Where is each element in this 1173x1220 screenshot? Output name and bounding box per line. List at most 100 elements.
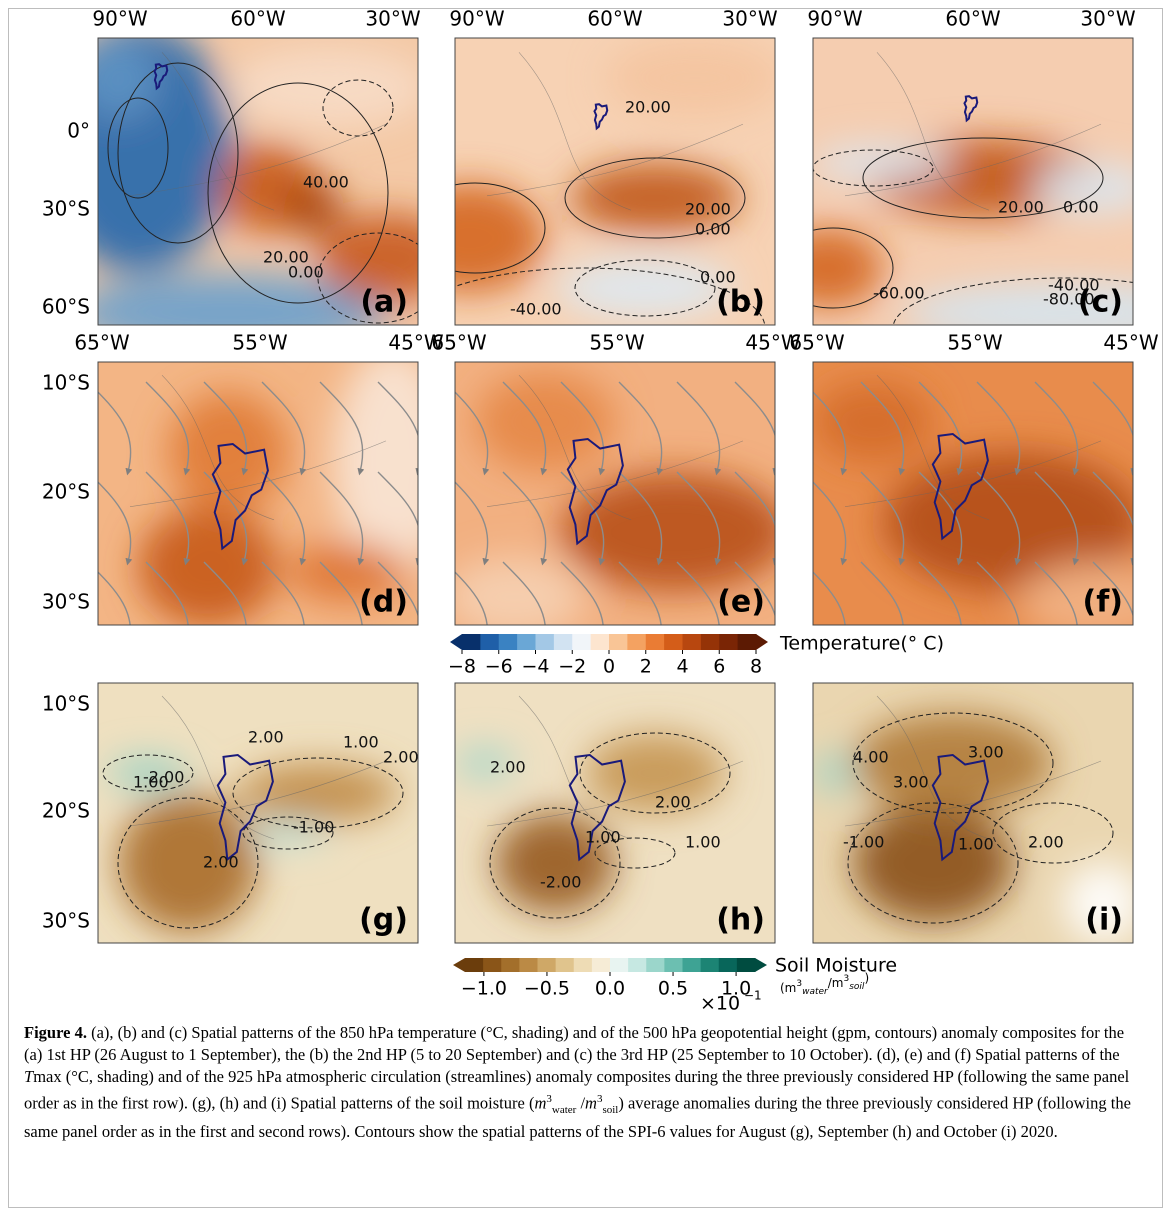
contour-label: 20.00 xyxy=(263,248,309,267)
contour xyxy=(594,837,676,869)
colorbar-swatch xyxy=(517,634,536,650)
shading-blob xyxy=(248,821,328,845)
colorbar-swatch xyxy=(682,634,702,650)
colorbar-swatch xyxy=(590,634,610,650)
contour xyxy=(207,82,389,304)
caption-text: ) average anomalies during the three pre… xyxy=(24,1093,1131,1141)
colorbar-tick-label: 2 xyxy=(640,656,652,678)
contour-label: -2.00 xyxy=(143,768,184,787)
map-panel: 2.00 2.00 1.00 1.00 -2.00 (h) xyxy=(454,682,776,944)
colorbar-tick-label: −4 xyxy=(521,656,549,678)
lon-label: 30°W xyxy=(365,7,420,31)
colorbar-tick-label: 4 xyxy=(676,656,688,678)
colorbar-swatch xyxy=(555,958,575,972)
panel-label: (d) xyxy=(359,585,408,620)
colorbar-swatch xyxy=(537,958,557,972)
colorbar-swatch xyxy=(645,634,665,650)
contour-label: 1.00 xyxy=(133,773,169,792)
caption-math: m xyxy=(534,1093,547,1113)
colorbar-tick-label: −1.0 xyxy=(461,978,507,1000)
panel-label: (g) xyxy=(359,903,408,938)
contour xyxy=(489,807,621,919)
colorbar-swatch xyxy=(572,634,592,650)
country-borders xyxy=(129,52,387,211)
panel-border xyxy=(97,37,419,326)
shading xyxy=(813,138,1133,325)
streamline xyxy=(98,481,133,566)
streamline xyxy=(618,471,664,566)
streamline xyxy=(203,381,249,476)
colorbar-swatch xyxy=(682,958,702,972)
colorbar-swatch xyxy=(498,634,518,650)
caption-math: 3 xyxy=(546,1093,552,1105)
figure: 40.0020.000.00(a)20.0020.000.000.00-40.0… xyxy=(42,7,1159,1015)
contour xyxy=(852,712,1054,814)
colorbar-scale: ×10 xyxy=(700,993,740,1015)
streamline xyxy=(261,471,307,566)
streamline xyxy=(618,381,664,476)
contour-label: 0.00 xyxy=(288,263,324,282)
caption-math: soil xyxy=(602,1103,619,1116)
lon-label: 90°W xyxy=(92,7,147,31)
contour xyxy=(322,79,394,137)
shading-blob xyxy=(455,748,515,778)
caption-text: / xyxy=(576,1093,586,1113)
streamline xyxy=(145,471,191,566)
units-part: 3 xyxy=(844,974,850,984)
country-borders xyxy=(129,695,387,840)
lat-label: 10°S xyxy=(42,371,90,395)
streamline xyxy=(1092,471,1133,566)
shading-blob xyxy=(1018,562,1133,625)
map-panel: 4.00 3.003.00-1.00 1.00 2.00(i) xyxy=(812,682,1134,944)
shading-blob xyxy=(288,542,408,602)
lon-label: 60°W xyxy=(587,7,642,31)
colorbar-swatch xyxy=(480,634,500,650)
units-part: soil xyxy=(849,982,865,992)
colorbar-swatch xyxy=(737,634,757,650)
map-panel: -2.002.001.001.002.00-1.002.00(g) xyxy=(97,682,419,944)
colorbar-tick-label: −2 xyxy=(558,656,586,678)
contour-label: 1.00 xyxy=(685,833,721,852)
shading-blob xyxy=(495,813,615,913)
lat-label: 60°S xyxy=(42,295,90,319)
streamline xyxy=(813,481,848,566)
contour xyxy=(813,149,934,187)
lon-label: 60°W xyxy=(945,7,1000,31)
shading-blob xyxy=(605,38,775,118)
streamline xyxy=(203,471,249,566)
contour xyxy=(564,157,746,239)
map-content xyxy=(455,683,775,943)
study-area-outline xyxy=(963,95,979,123)
lon-label: 30°W xyxy=(722,7,777,31)
lon-label: 45°W xyxy=(745,331,800,355)
lon-label: 65°W xyxy=(431,331,486,355)
contour-label: 20.00 xyxy=(625,98,671,117)
streamline xyxy=(676,471,722,566)
shading-blob xyxy=(455,557,585,625)
streamline xyxy=(1092,561,1133,619)
contour xyxy=(117,797,259,929)
shading-blob xyxy=(98,38,158,118)
contour-label: 20.00 xyxy=(685,200,731,219)
contour-label: -80.00 xyxy=(1043,290,1095,309)
colorbar-tick-label: 0.5 xyxy=(658,978,688,1000)
streamline xyxy=(860,471,906,566)
panel-label: (c) xyxy=(1078,285,1123,320)
streamline xyxy=(618,561,662,625)
country-borders xyxy=(844,52,1102,211)
contour-label: 0.00 xyxy=(695,220,731,239)
colorbar-tick-label: 6 xyxy=(713,656,725,678)
streamline xyxy=(261,561,305,625)
contour xyxy=(992,802,1114,864)
lat-label: 30°S xyxy=(42,590,90,614)
shading-blob xyxy=(238,763,398,823)
lon-label: 60°W xyxy=(230,7,285,31)
colorbar-swatch xyxy=(718,958,738,972)
map-content xyxy=(98,362,418,625)
streamline xyxy=(860,381,906,476)
units-part: 3 xyxy=(796,979,802,989)
colorbar-tick-label: 0.0 xyxy=(595,978,625,1000)
colorbar-title: Temperature(° C) xyxy=(779,633,944,655)
colorbar-swatch xyxy=(573,958,593,972)
lat-label: 20°S xyxy=(42,480,90,504)
